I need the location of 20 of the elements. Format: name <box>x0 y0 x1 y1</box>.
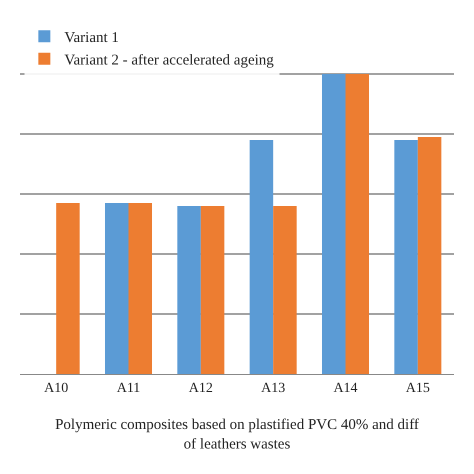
bar <box>418 137 442 374</box>
x-tick-label: A13 <box>261 380 286 396</box>
bar <box>394 140 418 374</box>
bar <box>200 206 224 374</box>
bar <box>273 206 297 374</box>
x-tick-label: A11 <box>116 380 140 396</box>
x-axis-title: Polymeric composites based on plastified PVC 40% and diff of leathers wastes <box>55 417 419 452</box>
bar <box>177 206 201 374</box>
bar <box>128 203 152 374</box>
x-tick-label: A12 <box>188 380 213 396</box>
x-tick-label: A14 <box>333 380 358 396</box>
bar <box>322 74 346 374</box>
bar <box>104 203 128 374</box>
legend-label: Variant 1 <box>64 30 119 46</box>
bar <box>56 203 80 374</box>
legend-label: Variant 2 - after accelerated ageing <box>64 52 274 69</box>
bar <box>346 74 370 374</box>
x-tick-label: A15 <box>406 380 430 396</box>
bar <box>250 140 274 374</box>
x-tick-label: A10 <box>44 380 68 396</box>
